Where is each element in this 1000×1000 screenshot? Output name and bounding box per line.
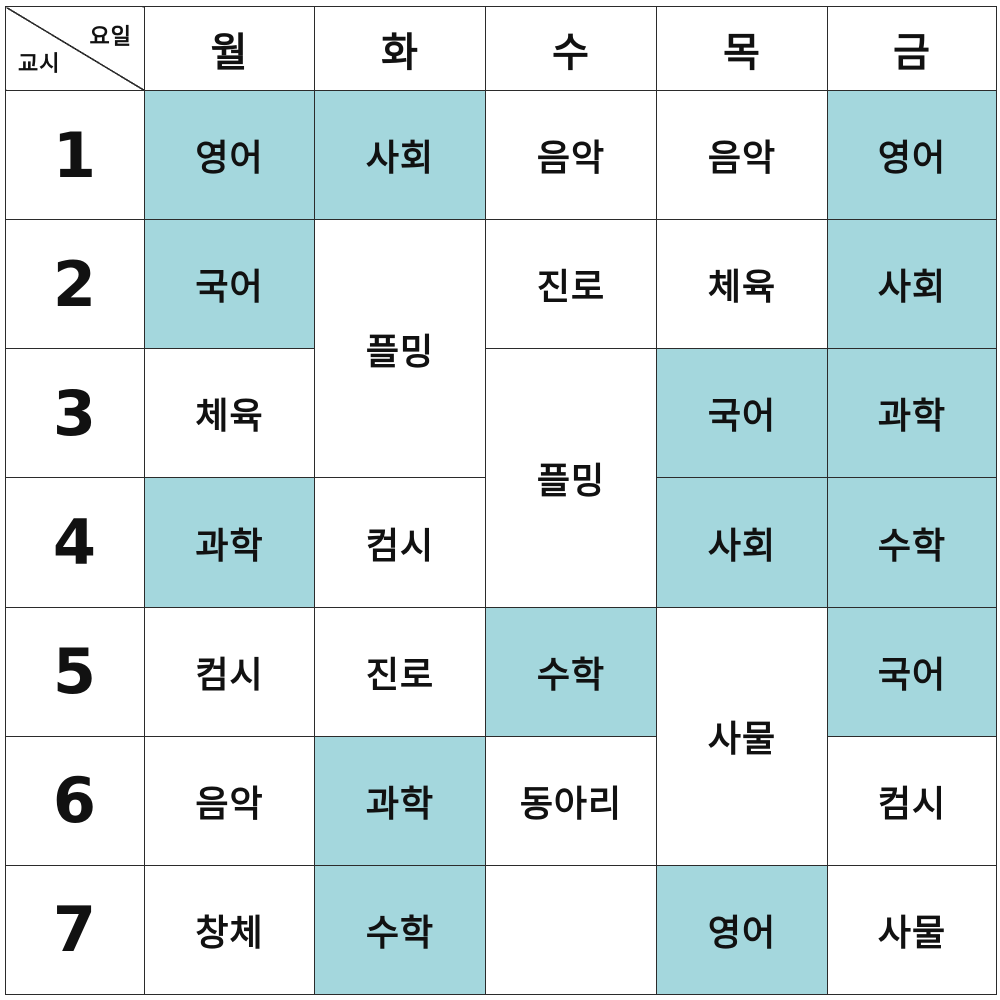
class-cell-mon-3: 체육 xyxy=(144,348,315,479)
class-cell-thu-3: 국어 xyxy=(656,348,828,479)
period-number-2: 2 xyxy=(5,219,145,350)
class-cell-tue-5: 진로 xyxy=(314,606,486,737)
period-row-1: 1 영어 사회 음악 음악 영어 xyxy=(5,90,997,221)
class-cell-mon-4: 과학 xyxy=(144,477,315,608)
period-row-7: 7 창체 수학 영어 사물 xyxy=(5,864,997,996)
day-header-wed: 수 xyxy=(485,5,657,92)
class-cell-mon-1: 영어 xyxy=(144,90,315,221)
day-header-mon: 월 xyxy=(144,5,315,92)
period-number-3: 3 xyxy=(5,348,145,479)
period-row-4: 4 과학 컴시 사회 수학 xyxy=(5,477,997,608)
class-cell-thu-7: 영어 xyxy=(656,864,828,996)
class-cell-wed-2: 진로 xyxy=(485,219,657,350)
class-cell-tue-6: 과학 xyxy=(314,735,486,866)
class-cell-tue-4: 컴시 xyxy=(314,477,486,608)
day-header-tue: 화 xyxy=(314,5,486,92)
corner-cell: 요일 교시 xyxy=(5,5,145,92)
class-cell-wed-7 xyxy=(485,864,657,996)
class-cell-mon-2: 국어 xyxy=(144,219,315,350)
class-cell-tue-1: 사회 xyxy=(314,90,486,221)
day-header-fri: 금 xyxy=(827,5,997,92)
class-cell-mon-6: 음악 xyxy=(144,735,315,866)
class-cell-fri-3: 과학 xyxy=(827,348,997,479)
header-row: 요일 교시 월 화 수 목 금 xyxy=(5,5,997,92)
class-cell-wed-3-4: 플밍 xyxy=(485,348,657,608)
period-row-5: 5 컴시 진로 수학 사물 국어 xyxy=(5,606,997,866)
period-number-5: 5 xyxy=(5,606,145,737)
period-number-7: 7 xyxy=(5,864,145,996)
class-cell-tue-2-3: 플밍 xyxy=(314,219,486,479)
class-cell-wed-5: 수학 xyxy=(485,606,657,737)
class-cell-thu-1: 음악 xyxy=(656,90,828,221)
class-cell-mon-7: 창체 xyxy=(144,864,315,996)
period-number-1: 1 xyxy=(5,90,145,221)
corner-day-label: 요일 xyxy=(89,25,132,50)
class-cell-fri-1: 영어 xyxy=(827,90,997,221)
period-row-6: 6 음악 과학 동아리 컴시 xyxy=(5,735,997,866)
class-cell-thu-5-6: 사물 xyxy=(656,606,828,866)
class-cell-fri-2: 사회 xyxy=(827,219,997,350)
class-cell-fri-6: 컴시 xyxy=(827,735,997,866)
class-cell-fri-5: 국어 xyxy=(827,606,997,737)
class-cell-tue-7: 수학 xyxy=(314,864,486,996)
class-cell-mon-5: 컴시 xyxy=(144,606,315,737)
period-number-6: 6 xyxy=(5,735,145,866)
period-number-4: 4 xyxy=(5,477,145,608)
class-cell-fri-4: 수학 xyxy=(827,477,997,608)
corner-period-label: 교시 xyxy=(18,52,61,78)
class-cell-fri-7: 사물 xyxy=(827,864,997,996)
period-row-2: 2 국어 플밍 진로 체육 사회 xyxy=(5,219,997,479)
class-cell-thu-4: 사회 xyxy=(656,477,828,608)
class-cell-thu-2: 체육 xyxy=(656,219,828,350)
class-cell-wed-1: 음악 xyxy=(485,90,657,221)
day-header-thu: 목 xyxy=(656,5,828,92)
class-cell-wed-6: 동아리 xyxy=(485,735,657,866)
timetable: 요일 교시 월 화 수 목 금 1 영어 사회 음악 음악 영어 2 국어 플밍… xyxy=(5,5,997,996)
period-row-3: 3 체육 플밍 국어 과학 xyxy=(5,348,997,608)
